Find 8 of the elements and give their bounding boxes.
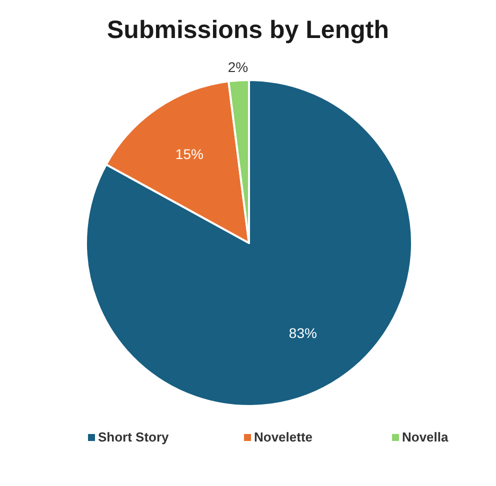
chart-title: Submissions by Length [107, 16, 389, 44]
legend-label: Short Story [98, 429, 170, 444]
data-label: 15% [175, 146, 204, 162]
legend-label: Novelette [254, 429, 313, 444]
data-label: 2% [228, 59, 248, 76]
legend-label: Novella [402, 429, 450, 444]
pie-slice [85, 79, 413, 407]
data-label: 83% [288, 324, 317, 341]
